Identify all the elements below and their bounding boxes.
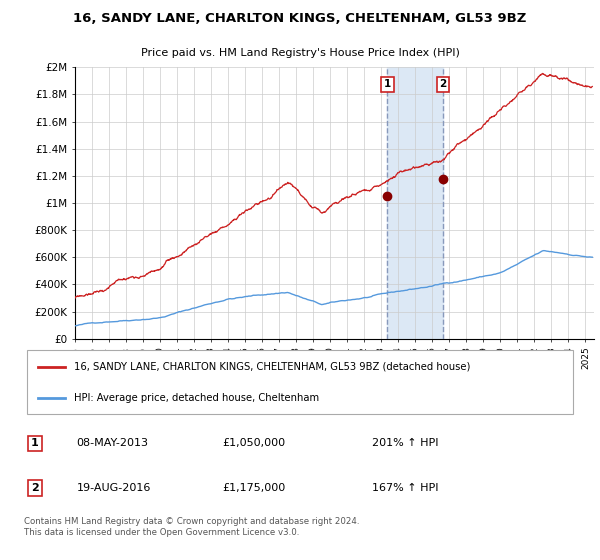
Text: 201% ↑ HPI: 201% ↑ HPI bbox=[372, 438, 438, 449]
Text: 08-MAY-2013: 08-MAY-2013 bbox=[76, 438, 148, 449]
Text: 16, SANDY LANE, CHARLTON KINGS, CHELTENHAM, GL53 9BZ: 16, SANDY LANE, CHARLTON KINGS, CHELTENH… bbox=[73, 12, 527, 25]
Text: 2: 2 bbox=[31, 483, 39, 493]
Text: 167% ↑ HPI: 167% ↑ HPI bbox=[372, 483, 438, 493]
FancyBboxPatch shape bbox=[27, 350, 573, 414]
Text: HPI: Average price, detached house, Cheltenham: HPI: Average price, detached house, Chel… bbox=[74, 393, 319, 403]
Text: £1,175,000: £1,175,000 bbox=[223, 483, 286, 493]
Text: 2: 2 bbox=[439, 80, 446, 90]
Text: 1: 1 bbox=[384, 80, 391, 90]
Text: 16, SANDY LANE, CHARLTON KINGS, CHELTENHAM, GL53 9BZ (detached house): 16, SANDY LANE, CHARLTON KINGS, CHELTENH… bbox=[74, 362, 470, 372]
Text: £1,050,000: £1,050,000 bbox=[223, 438, 286, 449]
Text: Price paid vs. HM Land Registry's House Price Index (HPI): Price paid vs. HM Land Registry's House … bbox=[140, 48, 460, 58]
Text: Contains HM Land Registry data © Crown copyright and database right 2024.
This d: Contains HM Land Registry data © Crown c… bbox=[24, 517, 359, 536]
Bar bbox=[388, 67, 443, 339]
Text: 1: 1 bbox=[31, 438, 39, 449]
Text: 19-AUG-2016: 19-AUG-2016 bbox=[76, 483, 151, 493]
